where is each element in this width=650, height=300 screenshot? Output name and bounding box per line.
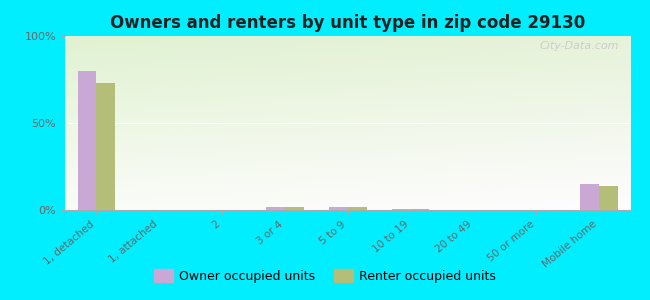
Legend: Owner occupied units, Renter occupied units: Owner occupied units, Renter occupied un…	[149, 264, 501, 288]
Bar	[411, 208, 430, 210]
Bar	[96, 83, 115, 210]
Bar	[285, 207, 304, 210]
Bar	[392, 208, 411, 210]
Text: City-Data.com: City-Data.com	[540, 41, 619, 51]
Bar	[348, 207, 367, 210]
Bar	[77, 71, 96, 210]
Bar	[266, 207, 285, 210]
Bar	[329, 207, 348, 210]
Title: Owners and renters by unit type in zip code 29130: Owners and renters by unit type in zip c…	[110, 14, 586, 32]
Bar	[580, 184, 599, 210]
Bar	[599, 186, 618, 210]
